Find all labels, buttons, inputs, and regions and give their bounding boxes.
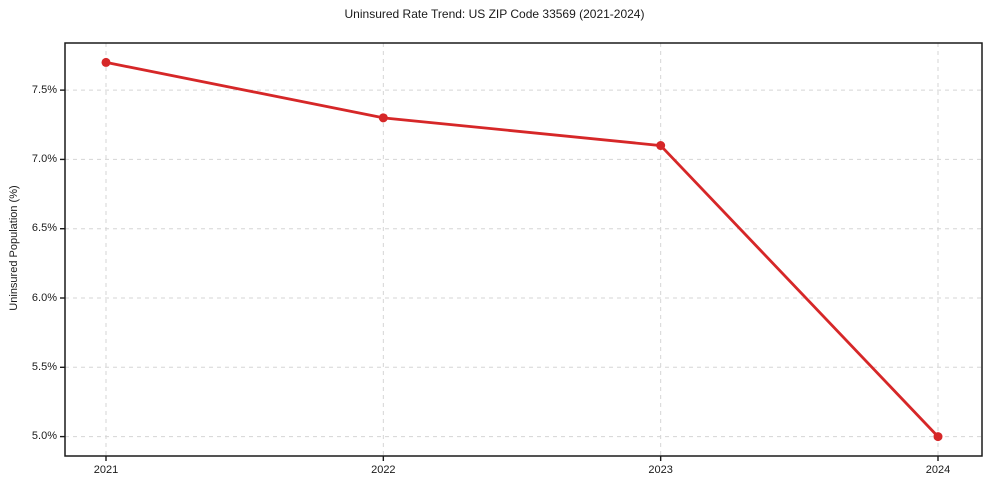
y-tick-label: 7.0% — [31, 152, 57, 165]
x-tick-label: 2023 — [648, 464, 673, 476]
y-tick-label: 5.0% — [31, 430, 57, 443]
data-point-marker — [933, 432, 943, 442]
trend-line — [104, 61, 940, 438]
data-point-marker — [378, 113, 388, 123]
y-tick-label: 6.0% — [31, 291, 57, 304]
y-tick-label: 6.5% — [31, 222, 57, 235]
y-tick-label: 5.5% — [31, 360, 57, 373]
data-point-marker — [656, 141, 666, 151]
y-tick-label: 7.5% — [31, 83, 57, 96]
y-axis-label: Uninsured Population (%) — [8, 185, 20, 311]
x-tick-label: 2022 — [371, 464, 396, 476]
x-tick-label: 2024 — [925, 464, 951, 476]
chart-title: Uninsured Rate Trend: US ZIP Code 33569 … — [344, 7, 645, 21]
plot-border — [64, 42, 983, 457]
data-point-marker — [101, 57, 111, 67]
x-tick-label: 2021 — [93, 464, 119, 476]
